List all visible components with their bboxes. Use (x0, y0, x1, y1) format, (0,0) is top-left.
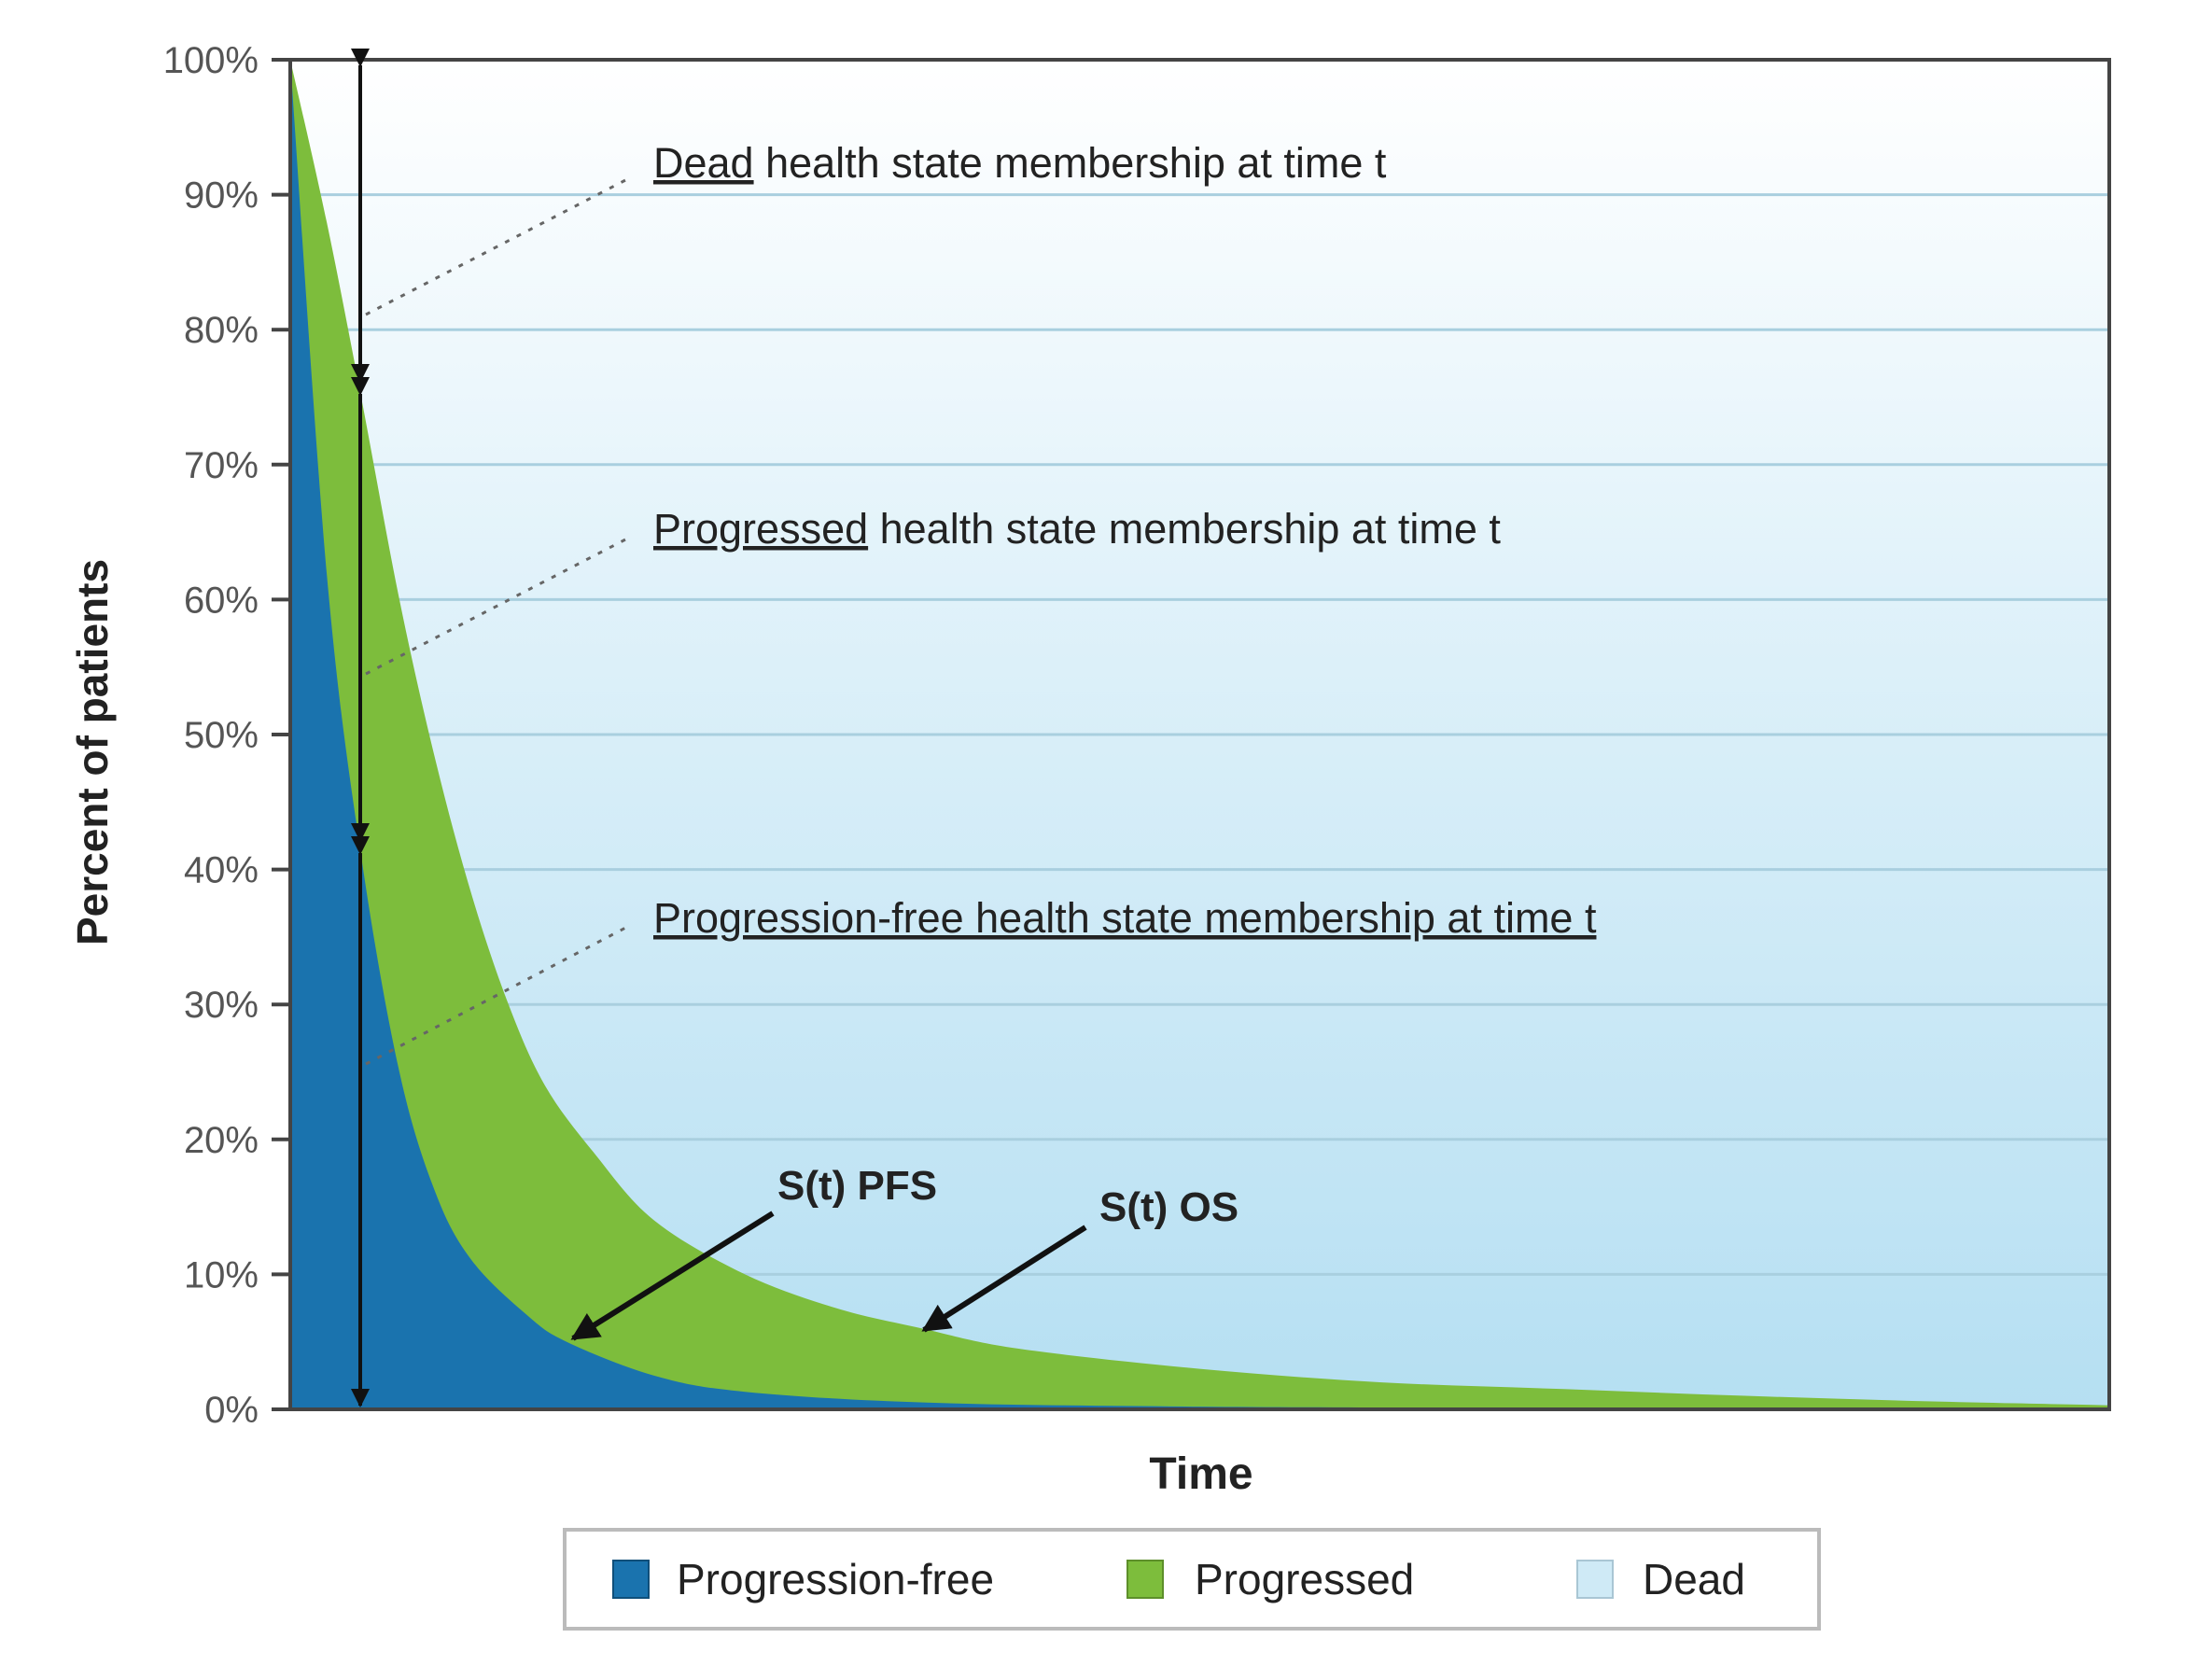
progressed-annotation: Progressed health state membership at ti… (653, 505, 1501, 553)
os-pointer-arrow (921, 1225, 1087, 1333)
progression-free-leader-line (365, 923, 632, 1066)
progressed-leader-line (365, 535, 632, 676)
y-axis-title: Percent of patients (68, 559, 117, 945)
legend-label-progression-free: Progression-free (677, 1555, 994, 1603)
y-tick-label: 20% (184, 1120, 259, 1161)
y-tick-label: 10% (184, 1254, 259, 1295)
pfs-pointer-arrow (570, 1211, 775, 1341)
pfs-curve-label: S(t) PFS (777, 1163, 937, 1209)
y-tick-label: 40% (184, 850, 259, 891)
y-tick-label: 70% (184, 445, 259, 486)
y-tick-label: 80% (184, 310, 259, 351)
os-curve-label: S(t) OS (1099, 1184, 1238, 1230)
plot-frame (288, 58, 2111, 1411)
y-ticks: 0% 10% 20% 30% 40% 50% 60% 70% 80% 90% 100% (163, 40, 290, 1431)
legend-label-progressed: Progressed (1195, 1555, 1414, 1603)
y-tick-label: 50% (184, 715, 259, 756)
x-axis-title: Time (1149, 1449, 1252, 1499)
legend-swatch-dead (1576, 1560, 1614, 1599)
legend-swatch-progression-free (612, 1560, 650, 1599)
y-tick-label: 100% (163, 40, 259, 81)
legend-swatch-progressed (1126, 1560, 1164, 1599)
y-tick-label: 60% (184, 580, 259, 621)
dead-leader-line (365, 175, 632, 316)
y-tick-label: 90% (184, 175, 259, 217)
legend-label-dead: Dead (1643, 1555, 1745, 1603)
y-tick-label: 30% (184, 985, 259, 1026)
leader-lines (365, 175, 632, 1066)
areas (290, 60, 2109, 1409)
area-progression-free (290, 60, 2109, 1409)
y-tick-label: 0% (204, 1390, 259, 1431)
legend: Progression-free Progressed Dead (563, 1528, 1821, 1631)
progression-free-annotation: Progression-free health state membership… (653, 894, 1597, 942)
dead-annotation: Dead health state membership at time t (653, 139, 1387, 187)
